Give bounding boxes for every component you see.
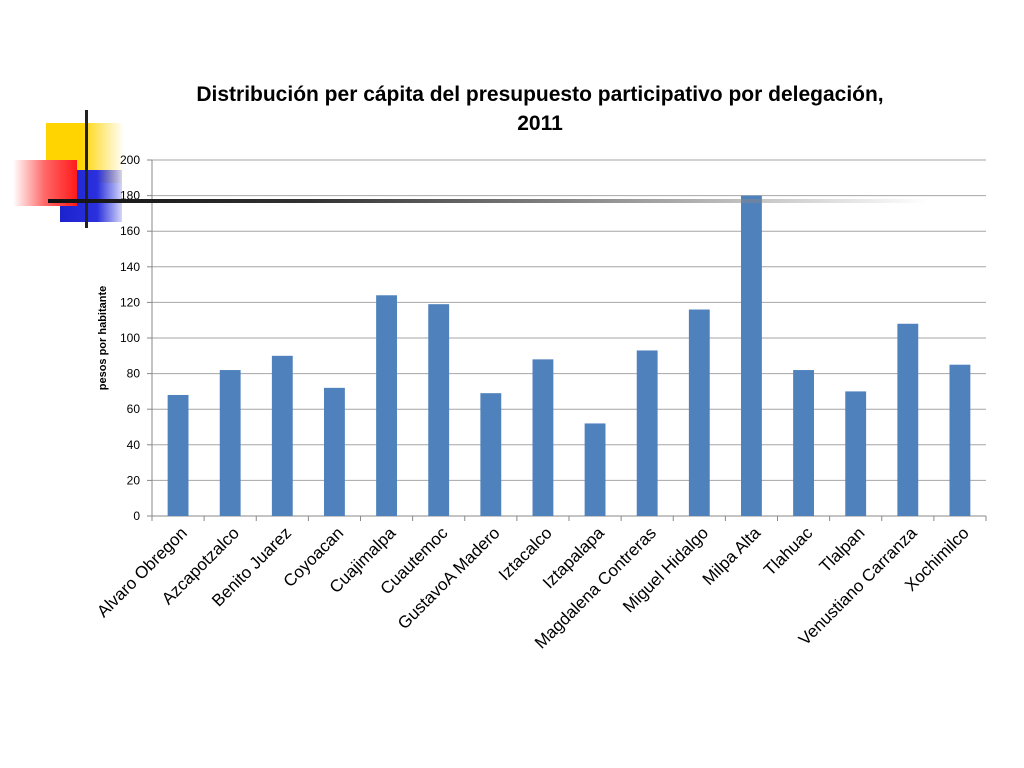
- bar: [897, 323, 919, 516]
- bar: [949, 364, 971, 516]
- y-tick-label: 140: [120, 260, 140, 274]
- bar: [532, 359, 554, 516]
- chart-title-line2: 2011: [517, 112, 563, 135]
- bar: [480, 393, 502, 516]
- bar: [324, 387, 345, 516]
- y-tick-label: 60: [127, 402, 141, 416]
- x-tick-label: GustavoA Madero: [394, 523, 504, 633]
- chart-title-line1: Distribución per cápita del presupuesto …: [196, 83, 884, 106]
- bar: [219, 370, 241, 516]
- decorative-horizontal-line: [48, 199, 928, 203]
- y-tick-label: 200: [120, 153, 140, 167]
- y-axis-label: pesos por habitante: [97, 286, 109, 391]
- bar: [584, 423, 606, 516]
- bar: [845, 391, 867, 516]
- bar: [636, 350, 658, 516]
- y-tick-label: 0: [133, 509, 140, 523]
- y-tick-label: 120: [120, 295, 140, 309]
- x-tick-label: Tlahuac: [760, 523, 817, 580]
- chart-title: Distribución per cápita del presupuesto …: [130, 80, 950, 138]
- x-tick-label: Alvaro Obregon: [93, 523, 191, 621]
- bar: [428, 304, 450, 516]
- decorative-vertical-line: [85, 110, 88, 228]
- y-tick-label: 20: [127, 473, 141, 487]
- bar: [376, 295, 397, 516]
- x-tick-label: Milpa Alta: [699, 523, 765, 589]
- bar: [793, 370, 814, 516]
- bar: [167, 394, 189, 516]
- y-tick-label: 80: [127, 367, 141, 381]
- x-tick-label: Tlalpan: [816, 523, 869, 576]
- bar: [688, 309, 710, 516]
- y-tick-label: 160: [120, 224, 140, 238]
- decorative-red-square: [13, 160, 77, 206]
- bar: [741, 195, 762, 516]
- bar: [271, 355, 293, 516]
- y-tick-label: 100: [120, 331, 140, 345]
- y-tick-label: 40: [127, 438, 141, 452]
